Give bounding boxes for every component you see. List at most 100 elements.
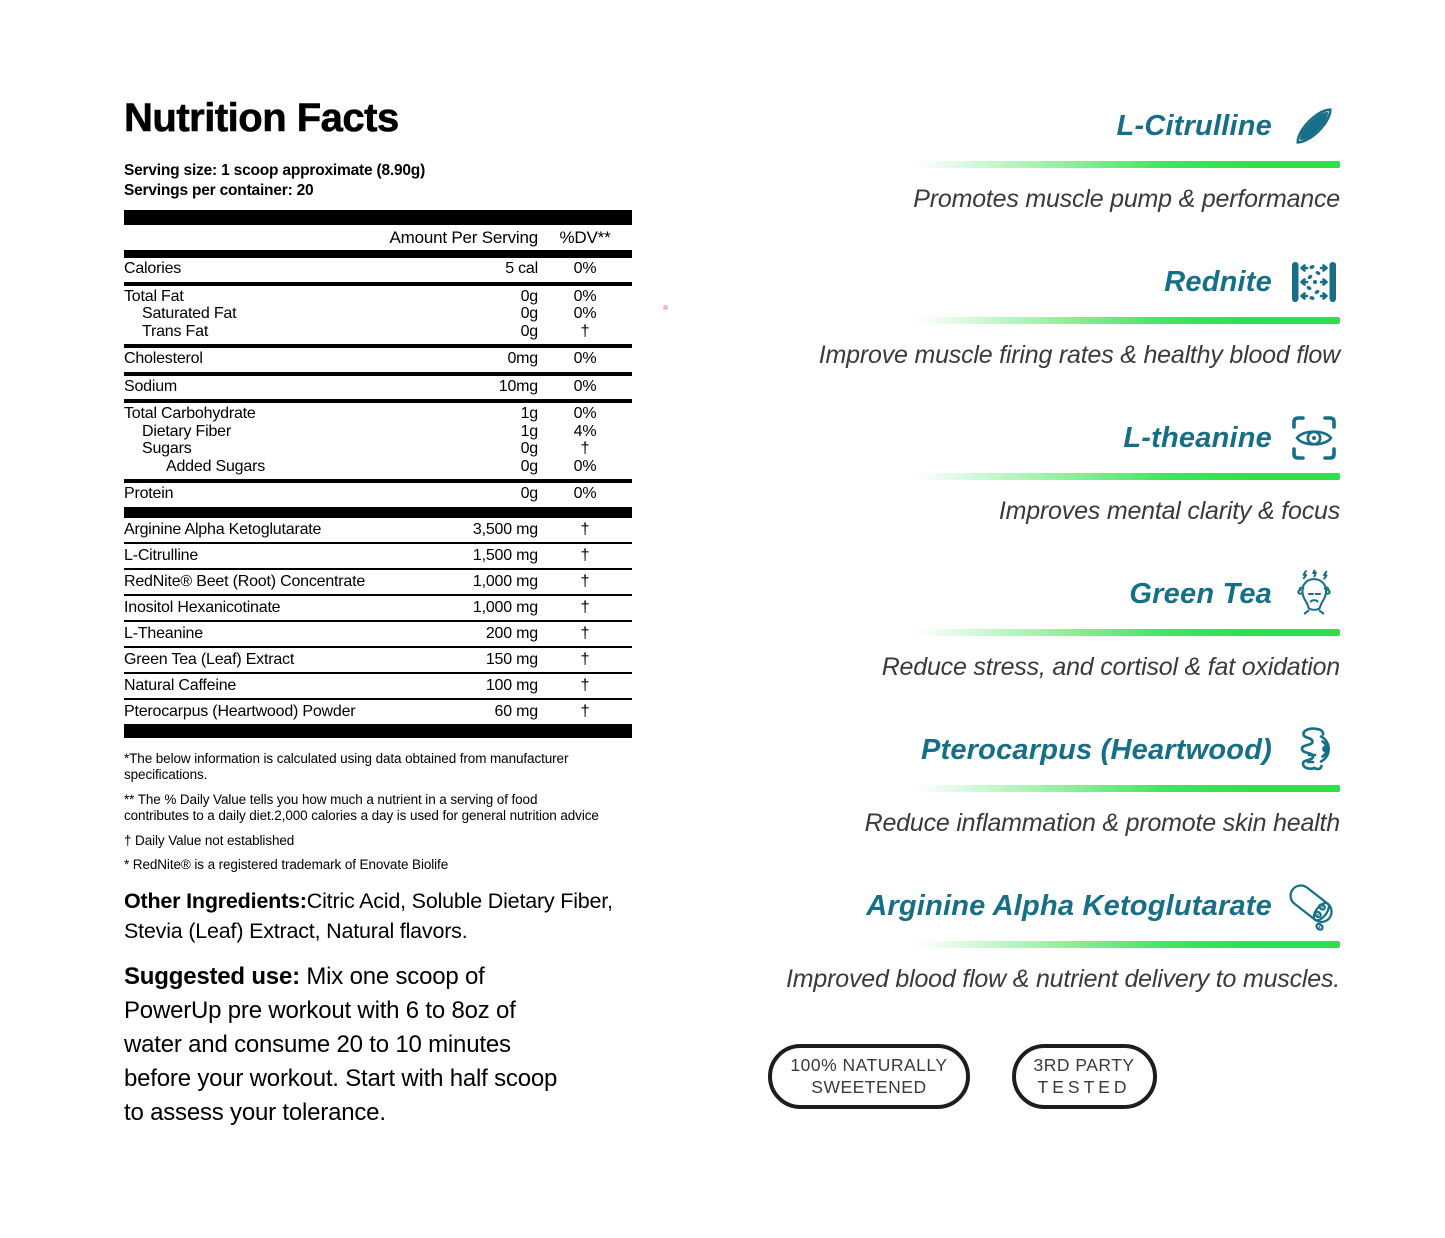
nutrient-name: Dietary Fiber xyxy=(142,422,231,440)
nutrient-dv: 0% xyxy=(573,485,597,502)
supplement-dv: † xyxy=(580,599,590,616)
nutrition-row: Dietary Fiber 1g 4% xyxy=(124,423,632,441)
ingredient-section-pterocarpus: Pterocarpus (Heartwood) Reduce inflammati… xyxy=(660,724,1340,839)
nutrient-amount: 0g xyxy=(520,287,539,305)
supplement-amount: 60 mg xyxy=(494,703,539,720)
nutrient-name: Calories xyxy=(124,260,182,277)
badge-line1: 3RD PARTY xyxy=(1033,1055,1135,1075)
supplement-name: Green Tea (Leaf) Extract xyxy=(124,651,295,668)
footnote: † Daily Value not established xyxy=(124,832,295,848)
ingredient-section-arginine: Arginine Alpha Ketoglutarate Improved blo… xyxy=(660,880,1340,995)
table-mid-bar xyxy=(124,250,632,258)
other-ingredients-text: Citric Acid, Soluble Dietary Fiber, Stev… xyxy=(124,888,613,943)
nutrition-row: Total Fat 0g 0% xyxy=(124,288,632,306)
supplement-amount: 1,000 mg xyxy=(472,599,538,616)
other-ingredients: Other Ingredients:Citric Acid, Soluble D… xyxy=(124,886,676,946)
badge-3rd-party-tested: 3RD PARTY TESTED xyxy=(1011,1044,1157,1109)
supplement-amount: 100 mg xyxy=(485,677,538,694)
nutrient-group: Calories 5 cal 0% xyxy=(124,258,632,282)
ingredient-description: Reduce inflammation & promote skin healt… xyxy=(864,809,1341,837)
nutrient-name: Trans Fat xyxy=(142,322,209,340)
nutrient-dv: 0% xyxy=(573,305,597,322)
amount-per-serving-header: Amount Per Serving xyxy=(389,228,538,247)
gradient-underline xyxy=(915,629,1340,636)
nutrient-dv: 0% xyxy=(573,405,597,422)
supplement-amount: 200 mg xyxy=(485,625,538,642)
nutrient-amount: 1g xyxy=(520,405,539,422)
supplement-dv: † xyxy=(580,625,590,642)
nutrient-dv: 0% xyxy=(573,377,597,395)
nutrition-table: Amount Per Serving %DV** Calories 5 cal 0%… xyxy=(124,210,632,738)
stray-pink-dot xyxy=(663,305,668,310)
suggested-use-text: Mix one scoop of PowerUp pre workout wit… xyxy=(124,962,558,1126)
badge-line1: 100% NATURALLY xyxy=(790,1055,948,1075)
nutrient-amount: 0g xyxy=(520,440,539,457)
nutrient-dv: 4% xyxy=(573,422,597,440)
nutrition-row: Total Carbohydrate 1g 0% xyxy=(124,405,632,423)
serving-size-text: Serving size: 1 scoop approximate (8.90g… xyxy=(124,162,426,179)
supplement-name: Pterocarpus (Heartwood) Powder xyxy=(124,703,356,720)
table-header-row: Amount Per Serving %DV** xyxy=(124,225,632,250)
ingredient-title: Arginine Alpha Ketoglutarate xyxy=(866,889,1272,922)
nutrient-name: Cholesterol xyxy=(124,350,203,367)
badges-row: 100% NATURALLY SWEETENED 3RD PARTY TESTED xyxy=(660,1044,1340,1109)
nutrient-dv: 0% xyxy=(573,287,597,305)
nutrient-dv: † xyxy=(580,440,590,457)
ingredient-title: Rednite xyxy=(1164,265,1272,298)
double-rule xyxy=(124,281,632,286)
footnote: *The below information is calculated usi… xyxy=(124,750,569,783)
nutrient-dv: 0% xyxy=(573,350,597,367)
nutrient-dv: 0% xyxy=(573,457,597,475)
suggested-use: Suggested use: Mix one scoop of PowerUp … xyxy=(124,960,579,1130)
supplement-dv: † xyxy=(580,703,590,720)
supplement-dv: † xyxy=(580,521,590,538)
footnote: ** The % Daily Value tells you how much … xyxy=(124,791,599,824)
gut-icon xyxy=(1288,724,1340,776)
ingredient-heading-row: Pterocarpus (Heartwood) xyxy=(921,724,1340,776)
ingredient-benefits-panel: L-Citrulline Promotes muscle pump & perfo… xyxy=(660,100,1340,1109)
gradient-underline xyxy=(915,317,1340,324)
suggested-use-label: Suggested use: xyxy=(124,962,300,990)
supplement-name: Natural Caffeine xyxy=(124,677,237,694)
percent-dv-header: %DV** xyxy=(559,228,611,247)
nutrition-row: Saturated Fat 0g 0% xyxy=(124,305,632,323)
nutrition-row: Sodium 10mg 0% xyxy=(124,378,632,396)
supplement-row: Natural Caffeine 100 mg † xyxy=(124,671,632,698)
supplement-amount: 150 mg xyxy=(485,651,538,668)
ingredient-description: Improve muscle firing rates & healthy bl… xyxy=(818,341,1340,369)
supplement-name: Arginine Alpha Ketoglutarate xyxy=(124,521,322,538)
nutrition-row: Trans Fat 0g † xyxy=(124,323,632,341)
other-ingredients-label: Other Ingredients: xyxy=(124,888,307,913)
double-rule xyxy=(124,479,632,483)
ingredient-section-l-citrulline: L-Citrulline Promotes muscle pump & perfo… xyxy=(660,100,1340,215)
nutrition-row: Cholesterol 0mg 0% xyxy=(124,350,632,368)
nutrient-rows-container: Calories 5 cal 0% Total Fat 0g 0% Saturated Fa… xyxy=(124,258,632,507)
nutrition-row: Sugars 0g † xyxy=(124,440,632,458)
nutrient-amount: 0mg xyxy=(507,350,538,367)
supplement-row: L-Citrulline 1,500 mg † xyxy=(124,541,632,568)
nutrient-name: Sodium xyxy=(124,377,178,395)
nutrient-dv: † xyxy=(580,322,590,340)
supplement-amount: 1,000 mg xyxy=(472,573,538,590)
nutrient-name: Total Carbohydrate xyxy=(124,405,256,422)
nutrition-row: Calories 5 cal 0% xyxy=(124,260,632,278)
nutrition-row: Protein 0g 0% xyxy=(124,485,632,503)
ingredient-section-l-theanine: L-theanine Improves mental clarity & focu… xyxy=(660,412,1340,527)
nutrient-group: Total Fat 0g 0% Saturated Fat 0g 0% Trans Fat 0… xyxy=(124,286,632,345)
ingredient-section-green-tea: Green Tea Reduce stress, and cortisol & f… xyxy=(660,568,1340,683)
ingredient-sections: L-Citrulline Promotes muscle pump & perfo… xyxy=(660,100,1340,1036)
table-bottom-bar xyxy=(124,723,632,738)
gradient-underline xyxy=(915,473,1340,480)
nutrient-group: Total Carbohydrate 1g 0% Dietary Fiber 1g 4% S… xyxy=(124,403,632,479)
nutrient-amount: 0g xyxy=(520,305,539,322)
ingredient-description: Improves mental clarity & focus xyxy=(998,497,1340,525)
nutrient-amount: 0g xyxy=(520,322,539,340)
ingredient-title: L-theanine xyxy=(1123,421,1272,454)
ingredient-heading-row: L-theanine xyxy=(1123,412,1340,464)
ingredient-heading-row: L-Citrulline xyxy=(1117,100,1340,152)
supplement-row: Inositol Hexanicotinate 1,000 mg † xyxy=(124,593,632,620)
supplement-dv: † xyxy=(580,651,590,668)
nutrition-facts-panel: Nutrition Facts Serving size: 1 scoop ap… xyxy=(124,96,672,1130)
supplement-row: Arginine Alpha Ketoglutarate 3,500 mg † xyxy=(124,518,632,542)
